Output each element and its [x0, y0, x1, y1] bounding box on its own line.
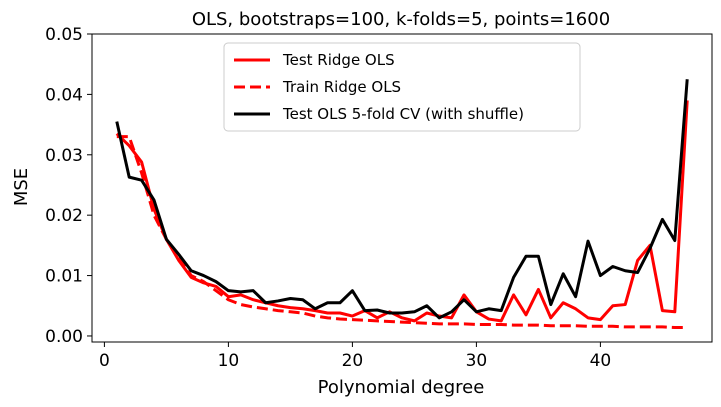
- y-tick-label: 0.02: [45, 206, 83, 226]
- legend-box: [223, 42, 581, 132]
- legend-label-3: Test OLS 5-fold CV (with shuffle): [282, 105, 524, 123]
- y-axis-ticks: 0.00 0.01 0.02 0.03 0.04 0.05: [45, 25, 92, 347]
- x-tick-label: 0: [99, 351, 110, 371]
- y-tick-label: 0.01: [45, 267, 83, 287]
- x-tick-label: 30: [466, 351, 488, 371]
- x-axis-ticks: 0 10 20 30 40: [99, 342, 611, 371]
- series-layer: [115, 79, 689, 330]
- y-tick-label: 0.00: [45, 327, 83, 347]
- legend-label-1: Test Ridge OLS: [282, 51, 395, 69]
- legend-label-2: Train Ridge OLS: [282, 78, 401, 96]
- y-axis-label: MSE: [11, 168, 32, 206]
- x-tick-label: 10: [218, 351, 240, 371]
- legend: Test Ridge OLS Train Ridge OLS Test OLS 5-…: [223, 42, 581, 132]
- series-line-3: [115, 79, 689, 320]
- x-axis-label: Polynomial degree: [318, 377, 485, 398]
- series-line-2: [116, 135, 688, 330]
- y-tick-label: 0.05: [45, 25, 83, 45]
- x-tick-label: 40: [590, 351, 612, 371]
- series-line-1: [115, 100, 689, 323]
- y-tick-label: 0.04: [45, 85, 83, 105]
- chart-title: OLS, bootstraps=100, k-folds=5, points=1…: [192, 9, 610, 30]
- x-tick-label: 20: [342, 351, 364, 371]
- plot-frame: [91, 33, 713, 343]
- y-tick-label: 0.03: [45, 146, 83, 166]
